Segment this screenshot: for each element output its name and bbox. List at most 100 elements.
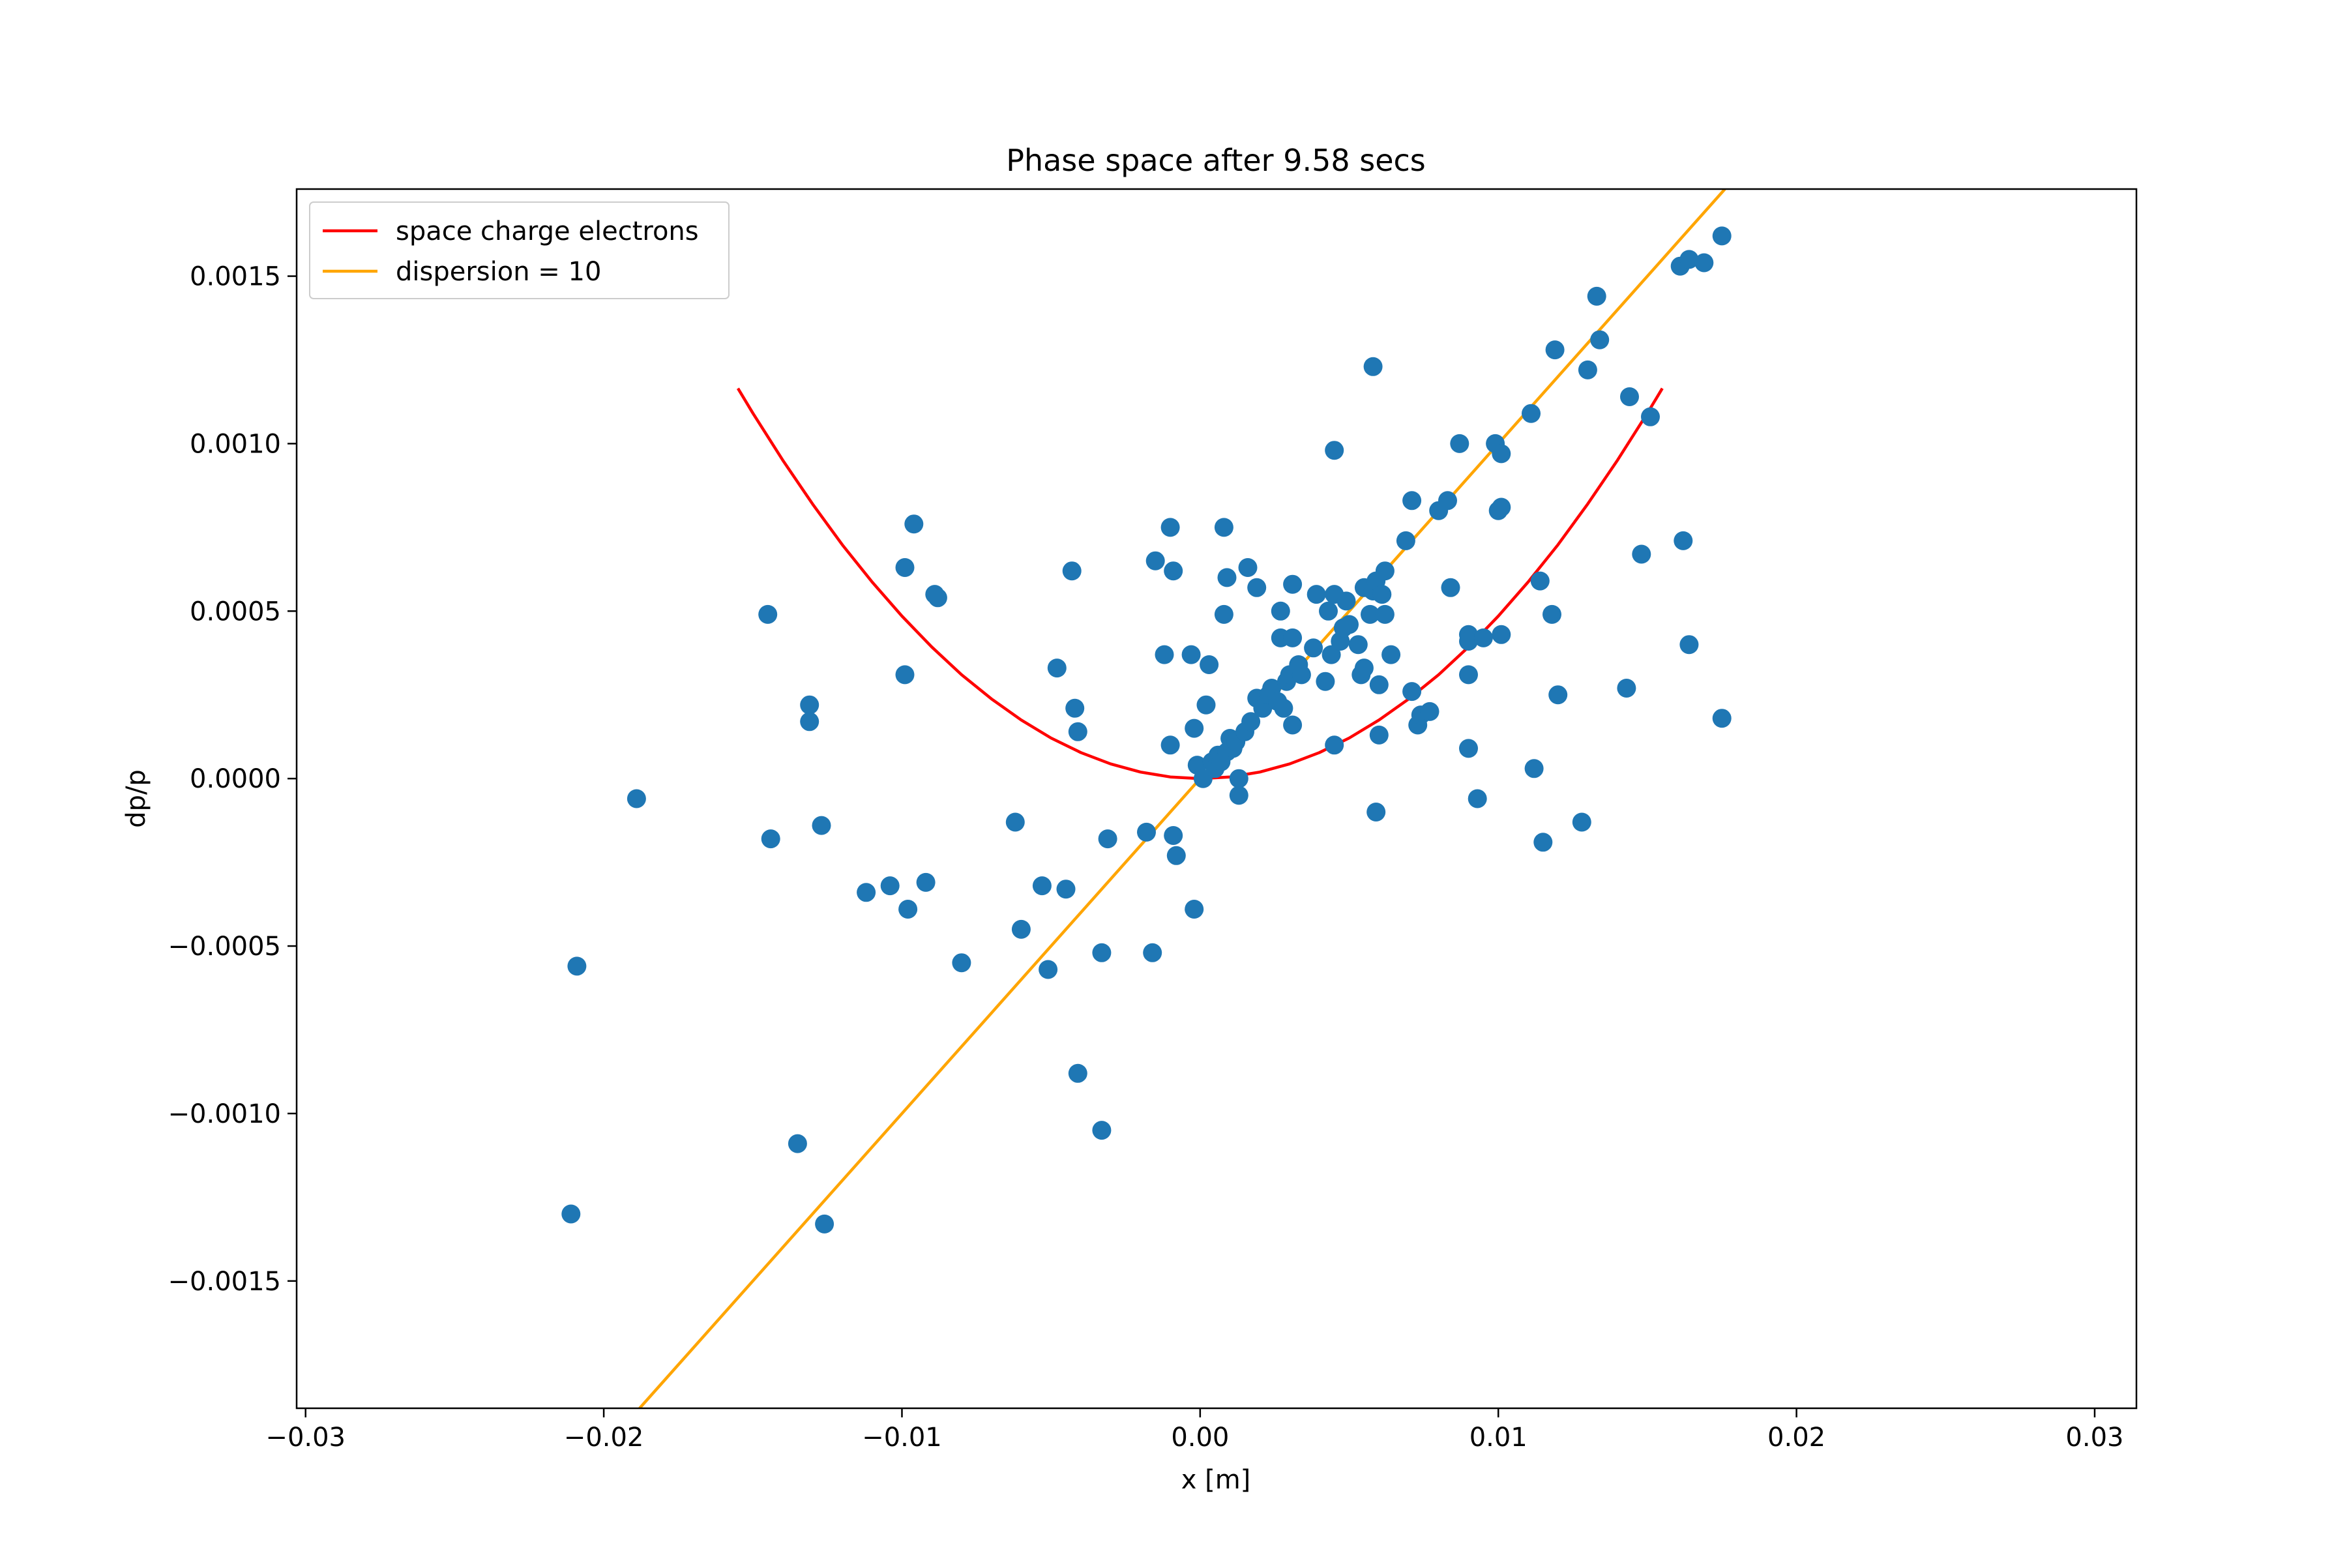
scatter-point: [1641, 407, 1660, 426]
scatter-point: [815, 1214, 834, 1234]
y-axis-ticks: −0.0015 −0.0010 −0.0005 0.0000 0.0005 0.0010 0…: [168, 262, 297, 1297]
scatter-point: [1336, 591, 1356, 611]
scatter-point: [1492, 444, 1511, 464]
scatter-point: [1306, 585, 1326, 604]
scatter-point: [1468, 789, 1487, 808]
scatter-point: [1137, 822, 1156, 842]
scatter-point: [1155, 645, 1174, 664]
x-tick-label: −0.03: [265, 1423, 346, 1453]
scatter-point: [1363, 357, 1383, 376]
scatter-point: [1587, 286, 1606, 306]
scatter-point: [812, 816, 831, 835]
x-tick-label: −0.02: [564, 1423, 644, 1453]
scatter-point: [1450, 434, 1469, 453]
scatter-point: [952, 953, 971, 973]
plot-frame: [295, 188, 2138, 1410]
scatter-point: [1160, 735, 1180, 755]
scatter-point: [1068, 722, 1087, 741]
x-axis-label: x [m]: [1181, 1465, 1251, 1495]
scatter-point: [788, 1134, 807, 1153]
scatter-point: [1062, 561, 1082, 581]
scatter-point: [1247, 578, 1267, 597]
x-tick-label: 0.03: [2065, 1423, 2123, 1453]
scatter-point: [627, 789, 646, 808]
scatter-point: [758, 604, 778, 624]
scatter-point: [1522, 404, 1541, 423]
scatter-point: [1092, 943, 1112, 962]
scatter-point: [761, 829, 780, 849]
scatter-point: [1459, 632, 1478, 651]
scatter-point: [1578, 360, 1597, 379]
scatter-point: [1068, 1063, 1087, 1083]
scatter-point: [1712, 226, 1732, 246]
y-tick-label: 0.0010: [190, 429, 281, 459]
scatter-point: [1065, 698, 1085, 718]
scatter-point: [1402, 682, 1422, 702]
scatter-point: [1283, 715, 1303, 735]
scatter-point: [1694, 253, 1714, 273]
scatter-point: [1381, 645, 1401, 664]
x-tick-label: 0.02: [1767, 1423, 1825, 1453]
scatter-point: [1340, 615, 1359, 634]
scatter-point: [1548, 685, 1568, 705]
scatter-point: [1459, 739, 1478, 758]
y-tick-label: 0.0015: [190, 262, 281, 292]
legend-label: space charge electrons: [396, 216, 699, 246]
x-axis-ticks: −0.03 −0.02 −0.01 0.00 0.01 0.02 0.03: [265, 1408, 2123, 1453]
scatter-point: [1292, 665, 1311, 685]
scatter-point: [1160, 518, 1180, 537]
scatter-point: [898, 900, 918, 919]
y-tick-label: 0.0005: [190, 597, 281, 627]
scatter-point: [1366, 803, 1386, 821]
scatter-point: [567, 956, 587, 976]
y-tick-label: −0.0005: [168, 932, 281, 962]
scatter-point: [1271, 601, 1290, 621]
y-tick-label: −0.0010: [168, 1099, 281, 1129]
scatter-point: [1543, 604, 1561, 624]
scatter-point: [1011, 919, 1031, 939]
x-tick-label: 0.00: [1171, 1423, 1229, 1453]
scatter-point: [1185, 718, 1204, 738]
scatter-point: [1164, 826, 1183, 845]
scatter-point: [1620, 387, 1639, 406]
scatter-point: [1214, 604, 1233, 624]
scatter-point: [1354, 658, 1374, 678]
scatter-point: [1348, 635, 1368, 655]
scatter-point: [1438, 491, 1457, 510]
scatter-point: [1674, 531, 1693, 550]
scatter-point: [1238, 558, 1258, 577]
y-tick-label: 0.0000: [190, 764, 281, 794]
scatter-point: [1679, 635, 1699, 655]
scatter-point: [1524, 759, 1544, 778]
scatter-point: [1459, 665, 1478, 685]
scatter-point: [1200, 655, 1219, 674]
scatter-point: [1181, 645, 1201, 664]
legend: space charge electrons dispersion = 10: [309, 201, 730, 299]
scatter-point: [1283, 574, 1303, 594]
y-tick-label: −0.0015: [168, 1267, 281, 1297]
plot-content: [561, 189, 1732, 1408]
scatter-point: [904, 514, 924, 534]
series-line-1: [638, 189, 1726, 1408]
scatter-point: [1098, 829, 1117, 849]
y-axis-label: dp/p: [121, 769, 151, 828]
scatter-point: [1304, 638, 1323, 658]
scatter-point: [1372, 585, 1392, 604]
scatter-point: [1185, 900, 1204, 919]
scatter-point: [1441, 578, 1460, 597]
scatter-point: [1319, 601, 1338, 621]
legend-label: dispersion = 10: [396, 257, 601, 287]
scatter-point: [1402, 491, 1422, 510]
scatter-point: [880, 876, 900, 896]
scatter-point: [1679, 250, 1699, 269]
scatter-point: [1375, 561, 1395, 581]
scatter-point: [800, 695, 819, 715]
scatter-point: [1196, 695, 1216, 715]
scatter-point: [1166, 846, 1186, 865]
scatter-point: [1545, 340, 1565, 360]
scatter-point: [561, 1204, 581, 1224]
x-tick-label: 0.01: [1469, 1423, 1528, 1453]
scatter-point: [1039, 960, 1058, 979]
